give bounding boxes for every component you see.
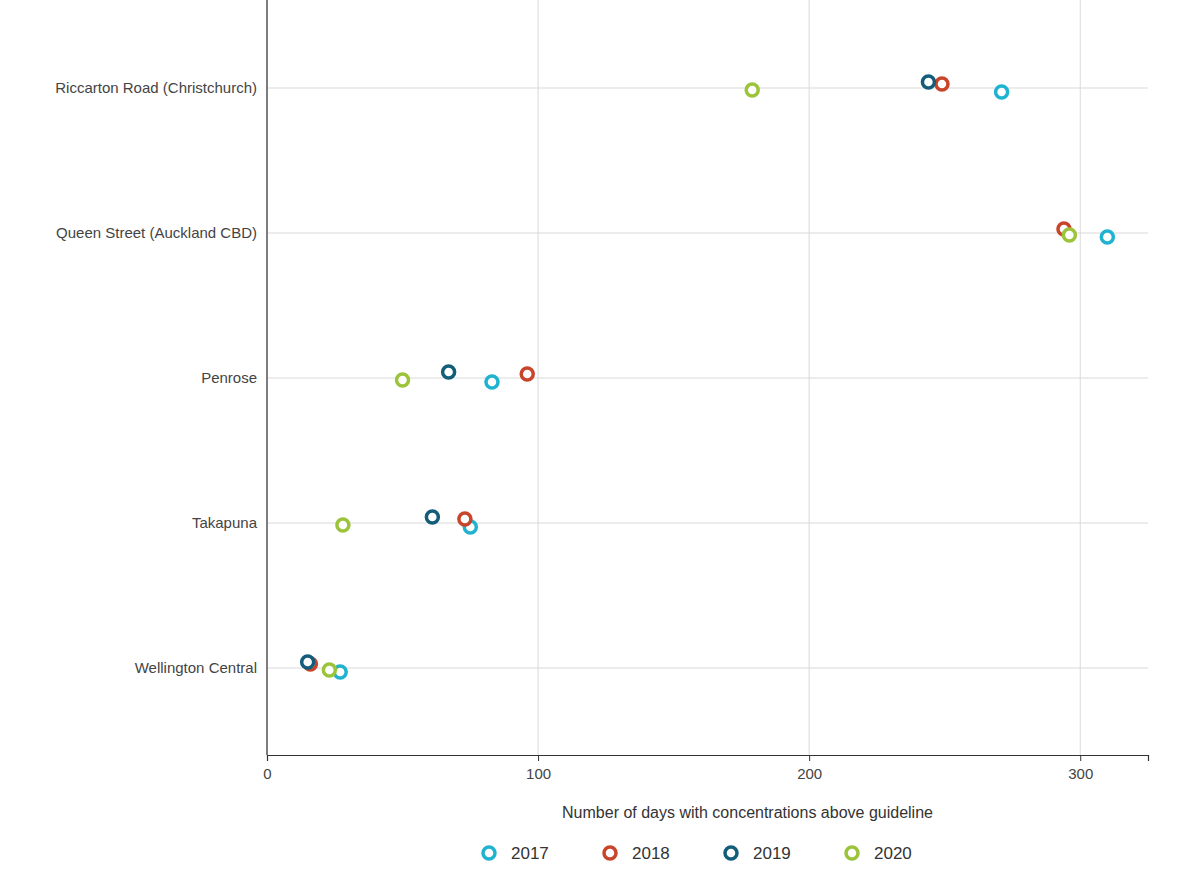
x-tick-label: 300 [1068,765,1093,782]
point [302,656,314,668]
x-tick: 300 [1068,755,1093,782]
x-tick: 0 [263,755,271,782]
legend-label: 2019 [753,844,791,863]
grid-line [267,523,1148,524]
point [397,374,409,386]
chart: 0 100 200 300 Riccarton Road (Christchurch) Q… [0,0,1200,883]
y-tick: Wellington Central [135,659,267,676]
y-tick-label: Riccarton Road (Christchurch) [55,79,257,96]
legend-label: 2020 [874,844,912,863]
x-tick-label: 0 [263,765,271,782]
legend-label: 2018 [632,844,670,863]
x-axis-title: Number of days with concentrations above… [562,804,933,821]
y-tick: Queen Street (Auckland CBD) [56,224,267,241]
point [443,366,455,378]
y-axis: Riccarton Road (Christchurch) Queen Stree… [55,79,267,676]
point [337,519,349,531]
x-tick-mark [809,755,810,761]
points [302,76,1114,678]
legend-marker [604,847,616,859]
point [426,511,438,523]
point [996,86,1008,98]
point [922,76,934,88]
y-tick-label: Wellington Central [135,659,257,676]
x-tick: 200 [797,755,822,782]
x-tick-mark [267,755,268,761]
grid-line [267,0,268,755]
grid-line [267,668,1148,669]
y-axis-line [266,0,267,755]
point [936,78,948,90]
x-tick-label: 100 [526,765,551,782]
y-tick-label: Takapuna [192,514,258,531]
legend-marker [846,847,858,859]
legend-marker [725,847,737,859]
y-tick: Penrose [201,369,267,386]
y-tick-label: Queen Street (Auckland CBD) [56,224,257,241]
point [323,664,335,676]
point [521,368,533,380]
legend-label: 2017 [511,844,549,863]
x-tick-mark [538,755,539,761]
grid [267,0,1148,755]
x-tick-mark [1080,755,1081,761]
x-axis-line [268,756,1149,762]
y-tick: Takapuna [192,514,267,531]
grid-line [267,233,1148,234]
y-tick-label: Penrose [201,369,257,386]
legend: 2017 2018 2019 2020 [483,844,912,863]
x-tick: 100 [526,755,551,782]
x-tick-label: 200 [797,765,822,782]
point [1063,229,1075,241]
point [486,376,498,388]
grid-line [267,88,1148,89]
point [459,513,471,525]
legend-marker [483,847,495,859]
x-axis: 0 100 200 300 [263,755,1148,782]
point [1101,231,1113,243]
point [746,84,758,96]
y-tick: Riccarton Road (Christchurch) [55,79,267,96]
